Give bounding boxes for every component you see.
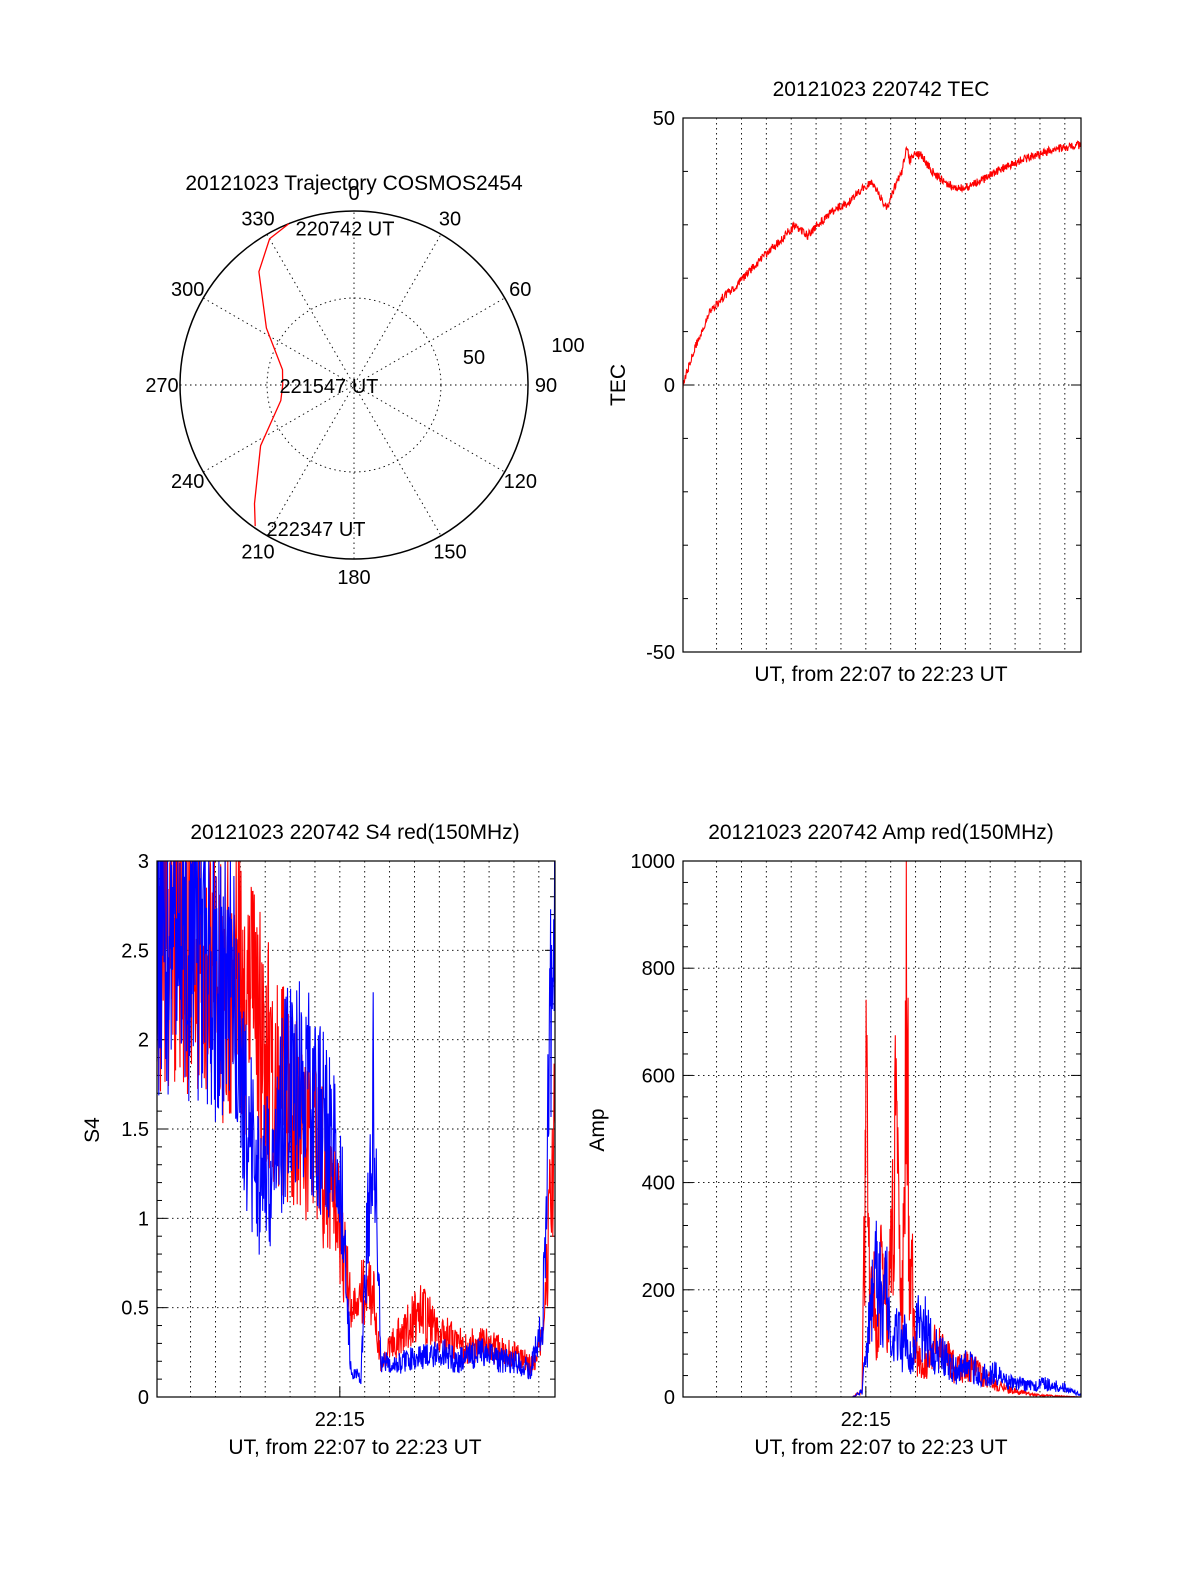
amp-panel: 20121023 220742 Amp red(150MHz) UT, from… <box>586 821 1082 1459</box>
polar-angle-label: 180 <box>337 567 370 589</box>
amp-xlabel: UT, from 22:07 to 22:23 UT <box>754 1436 1007 1459</box>
series-line <box>156 860 556 1385</box>
y-tick-label: 400 <box>642 1173 675 1195</box>
y-tick-label: 0 <box>138 1387 149 1409</box>
polar-angle-label: 210 <box>241 541 274 563</box>
plot-frame <box>682 117 1082 653</box>
y-tick-label: 2.5 <box>121 940 149 962</box>
polar-radial-label: 50 <box>463 347 485 369</box>
amp-title: 20121023 220742 Amp red(150MHz) <box>708 821 1054 844</box>
plot-frame <box>682 860 1082 1398</box>
tec-ylabel: TEC <box>607 364 630 406</box>
y-tick-label: -50 <box>646 642 675 664</box>
polar-spoke <box>266 234 442 536</box>
s4-title: 20121023 220742 S4 red(150MHz) <box>190 821 519 844</box>
tec-xlabel: UT, from 22:07 to 22:23 UT <box>754 663 1007 686</box>
polar-angle-label: 30 <box>439 209 461 231</box>
trajectory-time-label: 222347 UT <box>267 519 366 541</box>
polar-angle-label: 150 <box>433 541 466 563</box>
x-tick-label: 22:15 <box>841 1409 891 1431</box>
series-line <box>682 139 1082 389</box>
polar-angle-label: 90 <box>535 375 557 397</box>
y-tick-label: 200 <box>642 1280 675 1302</box>
y-tick-label: 0 <box>664 1387 675 1409</box>
s4-xlabel: UT, from 22:07 to 22:23 UT <box>228 1436 481 1459</box>
polar-angle-label: 300 <box>171 279 204 301</box>
y-tick-label: 3 <box>138 851 149 873</box>
s4-panel: 20121023 220742 S4 red(150MHz) UT, from … <box>81 821 556 1459</box>
y-tick-label: 50 <box>653 108 675 130</box>
trajectory-polar-panel: 20121023 Trajectory COSMOS2454 0 30 60 90 12… <box>145 172 584 589</box>
polar-radial-label: 100 <box>551 335 584 357</box>
y-tick-label: 1.5 <box>121 1119 149 1141</box>
polar-spoke <box>266 234 442 536</box>
polar-title: 20121023 Trajectory COSMOS2454 <box>185 172 523 195</box>
plot-frame <box>156 860 556 1398</box>
polar-spoke <box>203 297 505 473</box>
trajectory-time-label: 220742 UT <box>296 218 395 240</box>
polar-angle-label: 0 <box>348 183 359 205</box>
polar-angle-label: 330 <box>241 209 274 231</box>
polar-angle-label: 270 <box>145 375 178 397</box>
s4-ylabel: S4 <box>81 1117 104 1143</box>
y-tick-label: 1000 <box>631 851 676 873</box>
y-tick-label: 800 <box>642 958 675 980</box>
y-tick-label: 0 <box>664 375 675 397</box>
polar-spoke <box>203 297 505 473</box>
polar-angle-label: 60 <box>509 279 531 301</box>
y-tick-label: 2 <box>138 1030 149 1052</box>
trajectory-time-label: 221547 UT <box>279 376 378 398</box>
x-tick-label: 22:15 <box>315 1409 365 1431</box>
polar-angle-label: 240 <box>171 471 204 493</box>
tec-panel: 20121023 220742 TEC UT, from 22:07 to 22… <box>607 78 1082 686</box>
tec-title: 20121023 220742 TEC <box>773 78 990 101</box>
polar-angle-label: 120 <box>504 471 537 493</box>
y-tick-label: 1 <box>138 1208 149 1230</box>
y-tick-label: 600 <box>642 1065 675 1087</box>
amp-ylabel: Amp <box>586 1108 609 1151</box>
trajectory-line <box>253 223 290 527</box>
y-tick-label: 0.5 <box>121 1298 149 1320</box>
